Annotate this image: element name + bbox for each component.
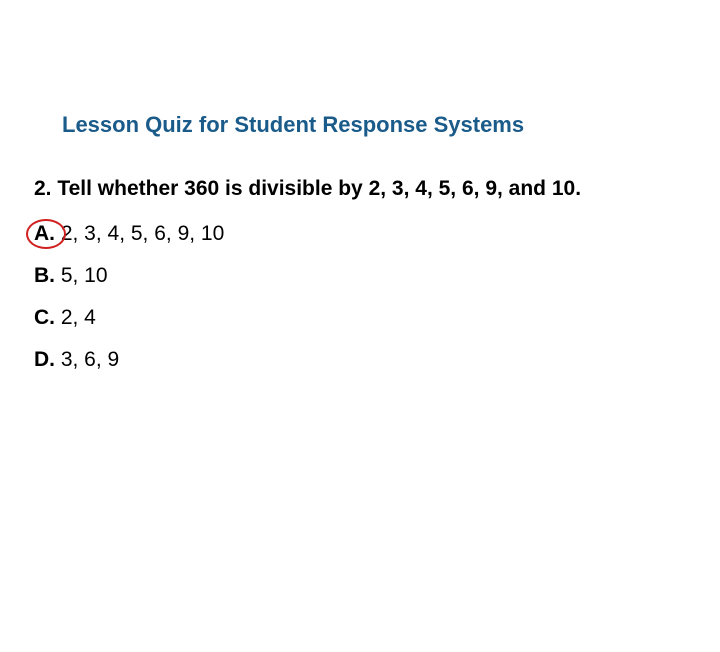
option-b: B. 5, 10: [34, 264, 686, 288]
option-c: C. 2, 4: [34, 306, 686, 330]
option-text: 2, 4: [55, 306, 96, 329]
option-letter: B.: [34, 264, 55, 287]
option-letter: D.: [34, 348, 55, 371]
option-text: 2, 3, 4, 5, 6, 9, 10: [55, 222, 224, 245]
quiz-slide: Lesson Quiz for Student Response Systems…: [0, 112, 720, 372]
option-text: 3, 6, 9: [55, 348, 119, 371]
option-letter: A.: [34, 222, 55, 245]
slide-title: Lesson Quiz for Student Response Systems: [34, 112, 686, 138]
option-d: D. 3, 6, 9: [34, 348, 686, 372]
options-list: A. 2, 3, 4, 5, 6, 9, 10 B. 5, 10 C. 2, 4…: [34, 222, 686, 372]
option-text: 5, 10: [55, 264, 108, 287]
option-a: A. 2, 3, 4, 5, 6, 9, 10: [34, 222, 686, 246]
option-letter: C.: [34, 306, 55, 329]
question-text: 2. Tell whether 360 is divisible by 2, 3…: [34, 176, 686, 202]
